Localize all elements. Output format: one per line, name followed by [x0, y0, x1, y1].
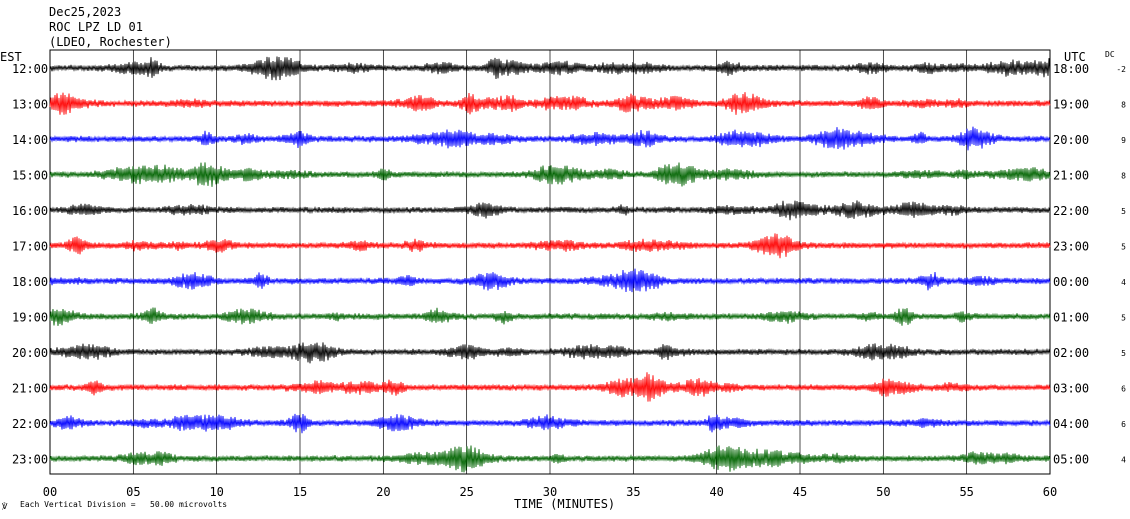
dc-value: 6 [1121, 385, 1126, 394]
row-labels: 12:00 18:00 -2 13:00 19:00 8 14:00 20:00 9 15:00 2… [12, 62, 1126, 467]
dc-value: 4 [1121, 456, 1126, 465]
dc-axis-label: DC [1105, 50, 1115, 59]
utc-time-label: 21:00 [1053, 169, 1089, 183]
chart-network: (LDEO, Rochester) [49, 35, 172, 49]
x-tick-label: 20 [376, 485, 390, 499]
est-time-label: 20:00 [12, 346, 48, 360]
dc-value: 6 [1121, 420, 1126, 429]
dc-value: 5 [1121, 349, 1126, 358]
x-tick-label: 30 [543, 485, 557, 499]
est-time-label: 19:00 [12, 311, 48, 325]
trace-row-1600 [49, 200, 1051, 221]
x-tick-label: 00 [43, 485, 57, 499]
x-tick-label: 55 [959, 485, 973, 499]
trace-row-2300 [49, 445, 1051, 473]
dc-value: 5 [1121, 243, 1126, 252]
utc-time-label: 18:00 [1053, 62, 1089, 76]
trace-row-1400 [49, 126, 1051, 151]
footnote-mark: ℣ [2, 502, 8, 511]
x-tick-label: 50 [876, 485, 890, 499]
est-time-label: 21:00 [12, 382, 48, 396]
est-time-label: 12:00 [12, 62, 48, 76]
trace-row-1700 [49, 233, 1051, 259]
x-tick-label: 10 [209, 485, 223, 499]
trace-row-2100 [49, 372, 1051, 402]
dc-value: 9 [1121, 136, 1126, 145]
trace-layer [49, 56, 1051, 473]
x-tick-label: 15 [293, 485, 307, 499]
dc-value: 8 [1121, 101, 1126, 110]
trace-row-2200 [49, 413, 1051, 434]
x-axis-title: TIME (MINUTES) [514, 497, 615, 511]
est-time-label: 18:00 [12, 275, 48, 289]
utc-time-label: 23:00 [1053, 240, 1089, 254]
x-tick-label: 25 [459, 485, 473, 499]
utc-time-label: 02:00 [1053, 346, 1089, 360]
trace-row-1900 [49, 307, 1051, 326]
x-tick-label: 05 [126, 485, 140, 499]
trace-row-1300 [49, 92, 1051, 115]
est-time-label: 22:00 [12, 417, 48, 431]
est-axis-label: EST [0, 50, 22, 64]
utc-time-label: 03:00 [1053, 382, 1089, 396]
x-tick-label: 45 [793, 485, 807, 499]
est-time-label: 23:00 [12, 453, 48, 467]
dc-value: 4 [1121, 278, 1126, 287]
vertical-gridlines [132, 50, 968, 474]
est-time-label: 17:00 [12, 240, 48, 254]
dc-value: 5 [1121, 207, 1126, 216]
dc-value: 5 [1121, 314, 1126, 323]
utc-time-label: 04:00 [1053, 417, 1089, 431]
utc-axis-label: UTC [1064, 50, 1086, 64]
utc-time-label: 20:00 [1053, 133, 1089, 147]
x-tick-label: 60 [1043, 485, 1057, 499]
trace-row-1800 [49, 268, 1051, 293]
utc-time-label: 00:00 [1053, 275, 1089, 289]
utc-time-label: 22:00 [1053, 204, 1089, 218]
utc-time-label: 19:00 [1053, 98, 1089, 112]
est-time-label: 16:00 [12, 204, 48, 218]
est-time-label: 14:00 [12, 133, 48, 147]
chart-station: ROC LPZ LD 01 [49, 20, 143, 34]
x-tick-label: 40 [709, 485, 723, 499]
utc-time-label: 01:00 [1053, 311, 1089, 325]
dc-value: -2 [1116, 65, 1126, 74]
est-time-label: 13:00 [12, 98, 48, 112]
trace-row-1200 [49, 56, 1051, 81]
trace-row-2000 [49, 342, 1051, 364]
x-tick-label: 35 [626, 485, 640, 499]
dc-value: 8 [1121, 172, 1126, 181]
utc-time-label: 05:00 [1053, 453, 1089, 467]
trace-row-1500 [49, 162, 1051, 187]
x-axis-ticks: 00 05 10 15 20 25 30 35 40 45 50 55 60 [43, 485, 1057, 499]
est-time-label: 15:00 [12, 169, 48, 183]
chart-date: Dec25,2023 [49, 5, 121, 19]
footnote: Each Vertical Division = 50.00 microvolt… [20, 500, 227, 509]
